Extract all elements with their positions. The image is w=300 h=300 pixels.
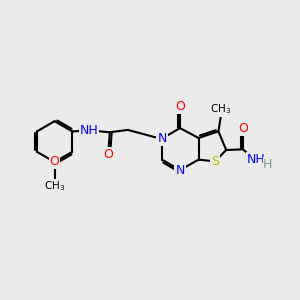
Text: N: N [157,132,167,145]
Text: NH: NH [80,124,98,137]
Text: O: O [175,100,185,113]
Text: $\mathregular{CH_3}$: $\mathregular{CH_3}$ [210,102,231,116]
Text: H: H [263,158,273,171]
Text: N: N [175,164,185,177]
Text: NH: NH [247,152,266,166]
Text: O: O [50,155,59,169]
Text: $\mathregular{CH_3}$: $\mathregular{CH_3}$ [44,179,65,193]
Text: O: O [103,148,113,161]
Text: S: S [211,155,219,168]
Text: O: O [238,122,248,135]
